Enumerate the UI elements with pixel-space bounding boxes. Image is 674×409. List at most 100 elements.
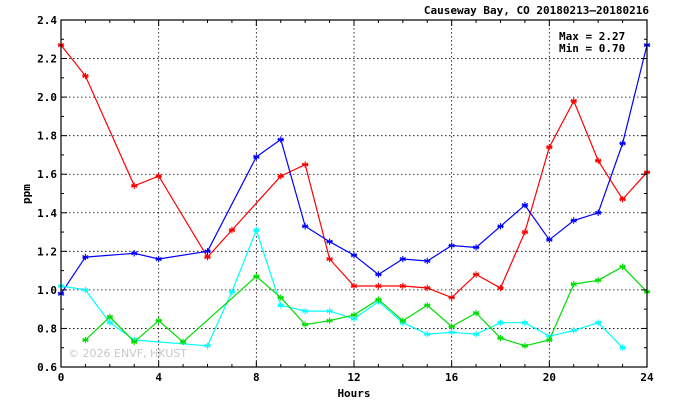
chart-title: Causeway Bay, CO 20180213–20180216 bbox=[424, 4, 650, 17]
data-point-marker bbox=[546, 332, 553, 340]
data-point-marker bbox=[326, 307, 333, 315]
data-point-marker bbox=[301, 321, 309, 328]
x-tick-label: 20 bbox=[543, 371, 556, 384]
data-point-marker bbox=[277, 294, 284, 301]
data-point-marker bbox=[277, 136, 284, 143]
data-point-marker bbox=[204, 248, 211, 255]
data-point-marker bbox=[546, 336, 553, 344]
data-point-marker bbox=[570, 280, 577, 288]
x-tick-label: 8 bbox=[253, 371, 260, 384]
axis-ticks: 0 4 8 12 16 20 24 0.6 0.8 1.0 1.2 1.4 1.6 1.8 2.0 2.2 2.… bbox=[37, 14, 654, 384]
data-point-marker bbox=[326, 238, 333, 245]
data-point-marker bbox=[253, 153, 260, 161]
data-point-marker bbox=[521, 319, 529, 326]
data-point-marker bbox=[301, 161, 309, 168]
data-point-marker bbox=[424, 302, 431, 309]
data-point-marker bbox=[594, 319, 602, 326]
data-point-marker bbox=[131, 338, 138, 346]
series-line bbox=[84, 266, 648, 347]
y-tick-label: 2.0 bbox=[37, 91, 57, 104]
x-axis-label: Hours bbox=[337, 387, 370, 400]
data-point-marker bbox=[204, 253, 211, 261]
data-point-marker bbox=[399, 255, 407, 263]
data-point-marker bbox=[131, 250, 138, 257]
y-tick-label: 1.2 bbox=[37, 245, 57, 258]
data-point-marker bbox=[448, 323, 455, 330]
data-point-marker bbox=[301, 223, 309, 230]
y-axis-label: ppm bbox=[20, 184, 33, 204]
y-tick-label: 1.8 bbox=[37, 130, 57, 143]
data-point-marker bbox=[497, 284, 504, 292]
gridlines bbox=[61, 20, 647, 367]
x-tick-label: 4 bbox=[155, 371, 162, 384]
series-line bbox=[60, 44, 648, 295]
data-point-marker bbox=[228, 288, 236, 296]
data-point-marker bbox=[350, 282, 358, 290]
x-tick-label: 0 bbox=[58, 371, 65, 384]
data-point-marker bbox=[619, 263, 626, 270]
y-tick-label: 1.6 bbox=[37, 168, 57, 181]
data-point-marker bbox=[350, 311, 358, 319]
data-point-marker bbox=[546, 144, 553, 151]
data-point-marker bbox=[131, 182, 138, 189]
data-point-marker bbox=[424, 331, 431, 338]
y-tick-label: 1.4 bbox=[37, 207, 57, 220]
watermark-text: © 2026 ENVF, HKUST bbox=[68, 347, 187, 360]
data-point-marker bbox=[375, 282, 382, 290]
data-point-marker bbox=[155, 317, 162, 324]
data-point-marker bbox=[204, 342, 211, 349]
data-point-marker bbox=[155, 172, 162, 180]
data-point-marker bbox=[472, 271, 480, 278]
data-point-marker bbox=[277, 172, 284, 180]
y-tick-label: 0.8 bbox=[37, 322, 57, 335]
data-point-marker bbox=[570, 97, 577, 105]
x-tick-label: 12 bbox=[347, 371, 360, 384]
data-point-marker bbox=[472, 244, 480, 251]
x-tick-label: 24 bbox=[640, 371, 654, 384]
data-point-marker bbox=[106, 313, 114, 321]
data-point-marker bbox=[497, 334, 504, 342]
data-point-marker bbox=[424, 284, 431, 292]
series-line bbox=[60, 44, 648, 299]
data-point-marker bbox=[521, 228, 529, 236]
data-point-marker bbox=[399, 282, 407, 290]
data-point-marker bbox=[301, 307, 309, 315]
data-point-marker bbox=[472, 331, 480, 338]
data-point-marker bbox=[448, 329, 455, 336]
data-point-marker bbox=[375, 271, 382, 278]
data-point-marker bbox=[179, 338, 187, 346]
data-point-marker bbox=[594, 277, 602, 284]
data-point-marker bbox=[594, 157, 602, 164]
data-point-marker bbox=[497, 319, 504, 326]
data-point-marker bbox=[253, 273, 260, 280]
min-value-label: Min = 0.70 bbox=[559, 42, 625, 55]
data-point-marker bbox=[326, 255, 333, 263]
data-point-marker bbox=[82, 286, 89, 294]
series-4 bbox=[82, 263, 651, 349]
data-series bbox=[57, 41, 651, 351]
series-3 bbox=[57, 226, 626, 351]
y-tick-label: 1.0 bbox=[37, 284, 57, 297]
data-point-marker bbox=[228, 226, 236, 234]
data-point-marker bbox=[326, 317, 333, 324]
data-point-marker bbox=[82, 336, 89, 344]
data-point-marker bbox=[448, 294, 455, 301]
y-tick-label: 0.6 bbox=[37, 361, 57, 374]
data-point-marker bbox=[594, 209, 602, 216]
data-point-marker bbox=[82, 72, 89, 80]
data-point-marker bbox=[619, 140, 626, 147]
data-point-marker bbox=[619, 344, 626, 351]
data-point-marker bbox=[277, 302, 284, 309]
data-point-marker bbox=[82, 253, 89, 261]
data-point-marker bbox=[472, 309, 480, 317]
data-point-marker bbox=[375, 296, 382, 303]
data-point-marker bbox=[546, 236, 553, 243]
data-point-marker bbox=[253, 226, 260, 234]
data-point-marker bbox=[399, 317, 407, 324]
data-point-marker bbox=[155, 255, 162, 263]
data-point-marker bbox=[350, 315, 358, 323]
y-tick-label: 2.4 bbox=[37, 14, 57, 27]
data-point-marker bbox=[424, 257, 431, 265]
data-point-marker bbox=[619, 196, 626, 203]
